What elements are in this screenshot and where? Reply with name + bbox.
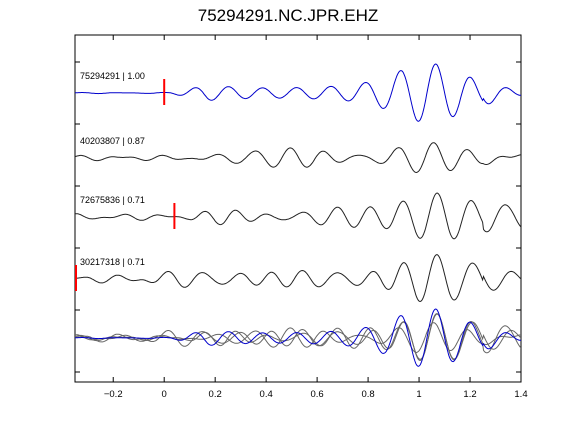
trace-label-group: 75294291 | 1.00 40203807 | 0.87 72675836 |… bbox=[80, 71, 145, 267]
chart-title: 75294291.NC.JPR.EHZ bbox=[197, 6, 379, 25]
x-tick-label-3: 0.4 bbox=[260, 389, 273, 400]
x-tick-label-4: 0.6 bbox=[311, 389, 324, 400]
plot-frame bbox=[74, 34, 522, 383]
x-tick-label-2: 0.2 bbox=[209, 389, 222, 400]
trace-label-2: 72675836 | 0.71 bbox=[80, 195, 145, 205]
trace-0 bbox=[75, 63, 521, 122]
trace-label-3: 30217318 | 0.71 bbox=[80, 257, 145, 267]
pick-marker-group bbox=[75, 79, 176, 291]
x-tick-label-0: −0.2 bbox=[104, 389, 123, 400]
x-tick-label-7: 1.2 bbox=[463, 389, 476, 400]
trace-3 bbox=[75, 254, 521, 303]
x-tick-label-1: 0 bbox=[162, 389, 167, 400]
trace-group bbox=[75, 63, 521, 367]
x-tick-label-6: 1 bbox=[416, 389, 421, 400]
x-tick-label-5: 0.8 bbox=[361, 389, 374, 400]
stack-trace-1 bbox=[75, 322, 521, 354]
trace-label-0: 75294291 | 1.00 bbox=[80, 71, 145, 81]
trace-label-1: 40203807 | 0.87 bbox=[80, 136, 145, 146]
axis-tick-group: −0.2 0 0.2 0.4 0.6 0.8 1 1.2 1.4 bbox=[75, 35, 528, 400]
stack-trace-0 bbox=[75, 308, 521, 367]
x-tick-label-8: 1.4 bbox=[514, 389, 527, 400]
trace-2 bbox=[75, 192, 521, 240]
trace-1 bbox=[75, 142, 521, 174]
